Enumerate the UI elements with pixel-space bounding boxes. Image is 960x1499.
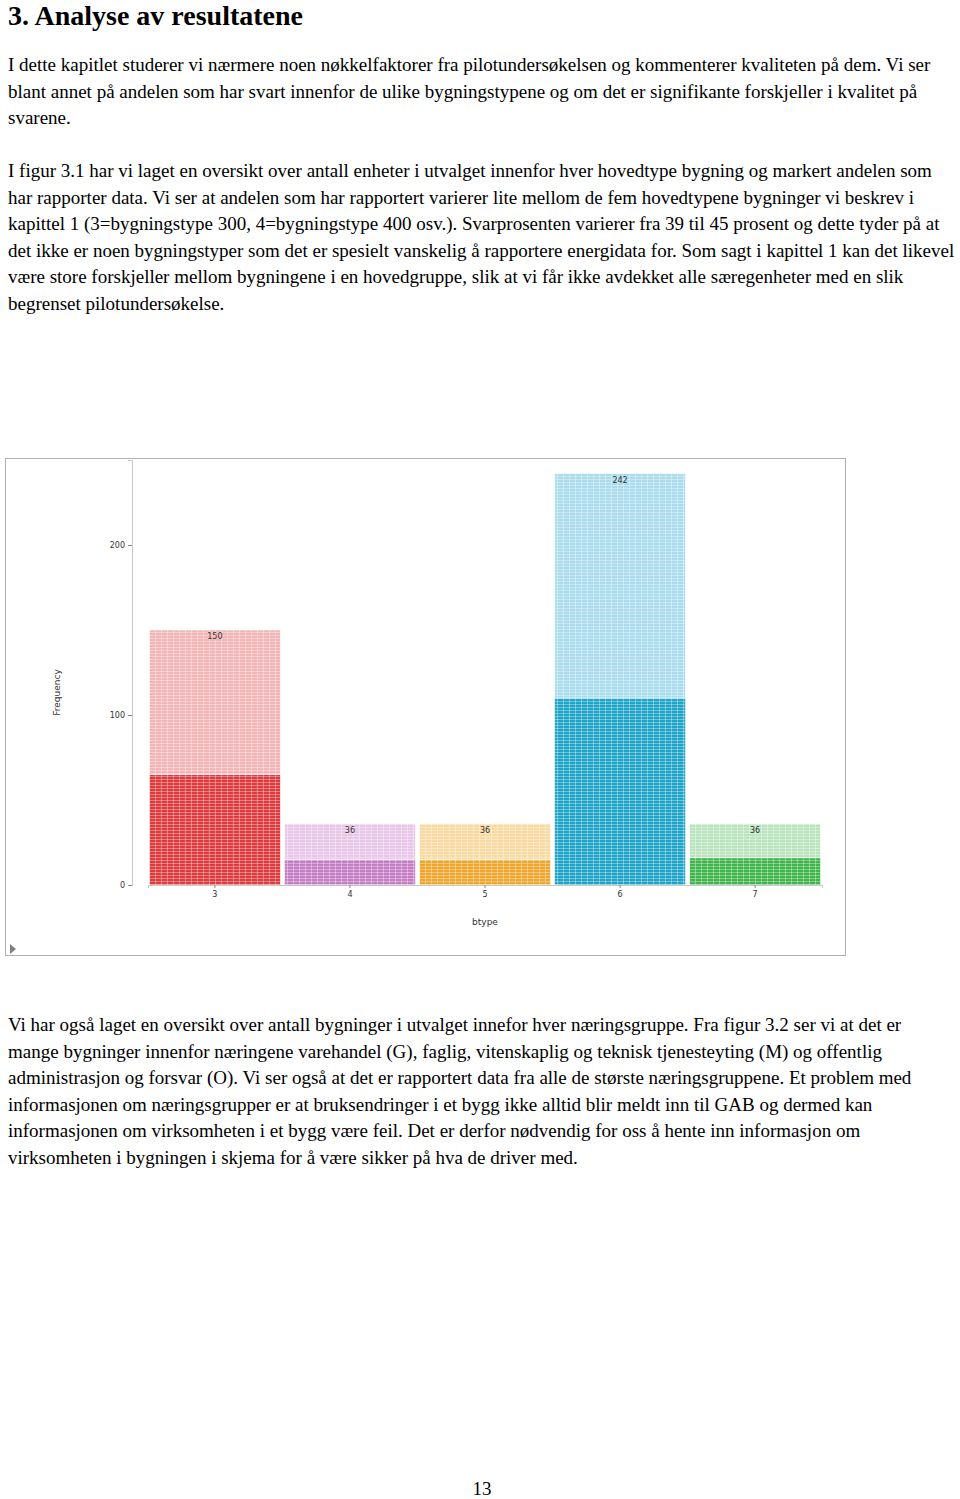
- tick-label: 7: [753, 890, 758, 899]
- bar-texture: [419, 824, 550, 885]
- tick-label: 0: [120, 881, 125, 890]
- bar-segment: [284, 860, 415, 886]
- bar-segment: [419, 824, 550, 860]
- bar-texture: [555, 474, 686, 885]
- tick: 200: [110, 541, 132, 550]
- tick-label: 4: [347, 890, 352, 899]
- tick-label: 6: [618, 890, 623, 899]
- total-label: 36: [750, 826, 760, 835]
- tick: 6: [618, 885, 623, 899]
- tick-mark: [214, 885, 215, 888]
- tick-label: 3: [212, 890, 217, 899]
- axis-line: [149, 886, 823, 889]
- tick-mark: [620, 885, 621, 888]
- total-label: 242: [612, 476, 627, 485]
- total-label: 150: [207, 632, 222, 641]
- bar-segment: [555, 698, 686, 885]
- tick-mark: [485, 885, 486, 888]
- bar-segment: [284, 824, 415, 860]
- heading: 3. Analyse av resultatene: [8, 0, 303, 32]
- bar-segment: [555, 474, 686, 698]
- bar-segment: [149, 630, 280, 775]
- bar-segment: [149, 775, 280, 886]
- tick-label: 5: [482, 890, 487, 899]
- tick-mark: [349, 885, 350, 888]
- bar-segment: [690, 824, 821, 858]
- y-axis-title: Frequency: [52, 669, 62, 716]
- bar-texture: [690, 824, 821, 885]
- tick: 4: [347, 885, 352, 899]
- total-labels: 150 36 36 242 36: [207, 476, 760, 835]
- axis-line: [128, 461, 133, 886]
- chart: 150 36 36 242 36 0 100 200 3 4 5 6 7 btype Frequency: [0, 450, 860, 965]
- y-axis: 0 100 200: [110, 461, 133, 891]
- arrow-icon: [10, 944, 16, 954]
- bar-segment: [419, 860, 550, 886]
- total-label: 36: [480, 826, 490, 835]
- bars: [149, 474, 820, 885]
- figure-frame: [6, 459, 846, 956]
- x-axis-title: btype: [472, 917, 498, 927]
- tick: 100: [110, 711, 132, 720]
- tick: 5: [482, 885, 487, 899]
- tick-mark: [128, 545, 132, 546]
- paragraph: I dette kapitlet studerer vi nærmere noe…: [8, 52, 956, 132]
- x-axis: 3 4 5 6 7: [149, 885, 823, 899]
- total-label: 36: [345, 826, 355, 835]
- tick: 0: [120, 881, 132, 890]
- tick-label: 200: [110, 541, 125, 550]
- tick-label: 100: [110, 711, 125, 720]
- bar-texture: [284, 824, 415, 885]
- bar-segment: [690, 858, 821, 885]
- paragraph: Vi har også laget en oversikt over antal…: [8, 1012, 956, 1171]
- tick-mark: [128, 715, 132, 716]
- tick: 3: [212, 885, 217, 899]
- bar-texture: [149, 630, 280, 885]
- tick-mark: [128, 885, 132, 886]
- page-number: 13: [0, 1478, 960, 1499]
- paragraph: I figur 3.1 har vi laget en oversikt ove…: [8, 158, 956, 317]
- tick: 7: [753, 885, 758, 899]
- tick-mark: [755, 885, 756, 888]
